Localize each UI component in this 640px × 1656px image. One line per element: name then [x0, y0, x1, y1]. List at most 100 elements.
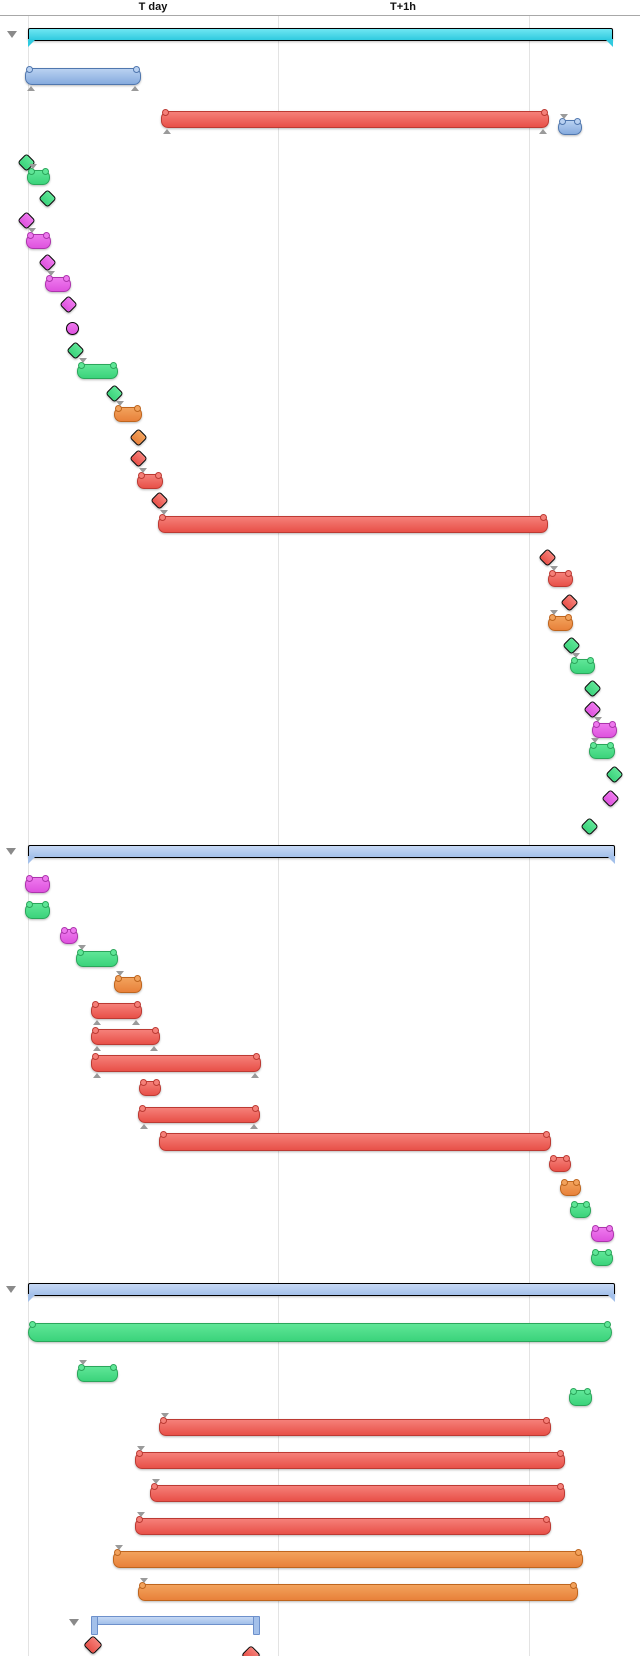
ear-curl-icon [92, 1027, 99, 1034]
milestone-diamond-green[interactable] [562, 636, 581, 655]
task-bar-red[interactable] [159, 1413, 551, 1436]
constraint-arrow-icon [539, 129, 547, 134]
task-bar-magenta[interactable] [592, 717, 617, 738]
ear-curl-icon [584, 1388, 591, 1395]
disclosure-triangle-icon[interactable] [6, 1286, 16, 1293]
ear-curl-icon [609, 721, 616, 728]
task-bar-green[interactable] [77, 1360, 118, 1382]
task-bar-orange[interactable] [114, 401, 142, 422]
task-bar-red[interactable] [548, 566, 573, 587]
gridline [28, 0, 29, 1656]
task-bar-orange[interactable] [560, 1179, 581, 1196]
task-bar-orange[interactable] [114, 971, 142, 993]
constraint-arrow-icon [150, 1046, 158, 1051]
summary-bar-cyan[interactable] [28, 28, 613, 47]
disclosure-triangle-icon[interactable] [6, 848, 16, 855]
task-bar-blue[interactable] [558, 114, 582, 135]
milestone-diamond-red[interactable] [560, 593, 579, 612]
constraint-arrow-icon [28, 228, 36, 233]
task-bar-magenta[interactable] [25, 875, 50, 893]
constraint-arrow-icon [137, 1512, 145, 1517]
ear-curl-icon [563, 1155, 570, 1162]
task-bar-magenta[interactable] [45, 271, 71, 292]
milestone-diamond-magenta[interactable] [17, 211, 36, 230]
task-bar-green[interactable] [569, 1388, 592, 1406]
ear-curl-icon [115, 405, 122, 412]
ear-curl-icon [583, 1201, 590, 1208]
task-bar-green[interactable] [570, 653, 595, 674]
ear-curl-icon [253, 1053, 260, 1060]
milestone-diamond-green[interactable] [38, 189, 57, 208]
milestone-diamond-red[interactable] [129, 449, 148, 468]
task-bar-green[interactable] [591, 1249, 613, 1266]
ear-curl-icon [607, 742, 614, 749]
constraint-arrow-icon [140, 1124, 148, 1129]
task-bar-red[interactable] [91, 1001, 142, 1025]
ear-curl-icon [28, 168, 35, 175]
milestone-diamond-magenta[interactable] [583, 700, 602, 719]
task-bar-magenta[interactable] [60, 927, 78, 944]
disclosure-triangle-icon[interactable] [69, 1619, 79, 1626]
task-bar-red[interactable] [91, 1053, 261, 1078]
task-bar-red[interactable] [158, 510, 548, 533]
ear-curl-icon [604, 1321, 611, 1328]
task-bar-red[interactable] [161, 109, 549, 134]
milestone-diamond-magenta[interactable] [59, 295, 78, 314]
task-bar-orange[interactable] [113, 1545, 583, 1568]
ear-curl-icon [565, 570, 572, 577]
task-bar-red[interactable] [91, 1027, 160, 1051]
milestone-diamond-green[interactable] [66, 341, 85, 360]
ear-curl-icon [138, 472, 145, 479]
task-bar-magenta[interactable] [26, 228, 51, 249]
task-bar-red[interactable] [138, 1105, 260, 1129]
ear-curl-icon [140, 1079, 147, 1086]
ear-curl-icon [139, 1105, 146, 1112]
task-bar-red[interactable] [135, 1512, 551, 1535]
summary-bar-bluesum[interactable] [28, 1283, 615, 1302]
summary-bar-bluesum[interactable] [28, 845, 615, 864]
task-bar-green[interactable] [27, 164, 50, 185]
milestone-diamond-orange[interactable] [129, 428, 148, 447]
milestone-diamond-red[interactable] [83, 1635, 103, 1655]
task-bar-orange[interactable] [138, 1578, 578, 1601]
task-bar-red[interactable] [150, 1479, 565, 1502]
task-bar-orange[interactable] [548, 610, 573, 631]
milestone-diamond-magenta[interactable] [601, 789, 620, 808]
milestone-diamond-red[interactable] [150, 491, 169, 510]
ear-curl-icon [252, 1105, 259, 1112]
task-bar-red[interactable] [137, 468, 163, 489]
milestone-diamond-magenta[interactable] [38, 253, 57, 272]
task-bar-green[interactable] [76, 945, 118, 967]
milestone-diamond-green[interactable] [580, 817, 599, 836]
task-bar-red[interactable] [135, 1446, 565, 1469]
ear-curl-icon [92, 1001, 99, 1008]
milestone-diamond-green[interactable] [105, 384, 124, 403]
gridline [529, 0, 530, 1656]
disclosure-triangle-icon[interactable] [7, 31, 17, 38]
task-bar-green[interactable] [25, 901, 50, 919]
task-bar-red[interactable] [139, 1079, 161, 1096]
task-bar-green[interactable] [77, 358, 118, 379]
milestone-dot-magenta[interactable] [66, 322, 79, 335]
summary-bracket-bluesum[interactable] [91, 1616, 260, 1635]
task-bar-green[interactable] [28, 1321, 612, 1342]
ear-curl-icon [543, 1417, 550, 1424]
milestone-diamond-green[interactable] [583, 679, 602, 698]
task-bar-red[interactable] [159, 1131, 551, 1151]
ear-curl-icon [153, 1079, 160, 1086]
ear-curl-icon [561, 1179, 568, 1186]
task-bar-magenta[interactable] [591, 1225, 614, 1242]
ear-curl-icon [543, 1516, 550, 1523]
task-bar-red[interactable] [549, 1155, 571, 1172]
task-bar-green[interactable] [570, 1201, 591, 1218]
ear-curl-icon [573, 1179, 580, 1186]
constraint-arrow-icon [93, 1046, 101, 1051]
milestone-diamond-red[interactable] [241, 1645, 261, 1656]
task-bar-green[interactable] [589, 738, 615, 759]
task-bar-blue[interactable] [25, 66, 141, 91]
ear-curl-icon [571, 657, 578, 664]
ear-curl-icon [29, 1321, 36, 1328]
milestone-diamond-green[interactable] [605, 765, 624, 784]
milestone-diamond-red[interactable] [538, 548, 557, 567]
ear-curl-icon [159, 514, 166, 521]
